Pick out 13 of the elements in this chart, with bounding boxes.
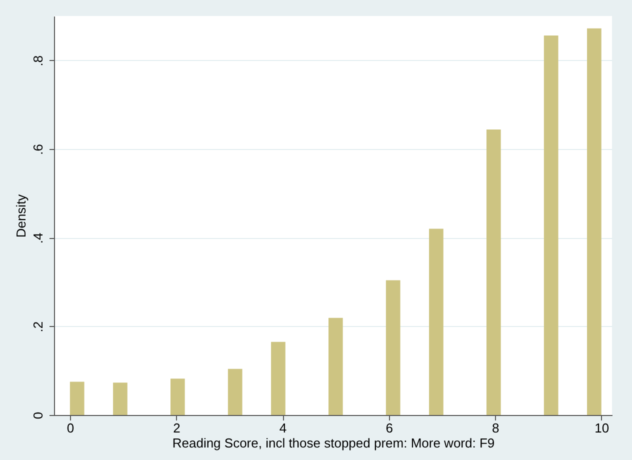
x-tick-label: 10 [594, 420, 610, 436]
y-tick-label: .4 [30, 232, 46, 244]
y-axis-title: Density [14, 194, 28, 238]
y-tick-label: .6 [30, 144, 46, 155]
x-axis-title: Reading Score, incl those stopped prem: More word: F9 [172, 436, 495, 450]
y-tick-label: 0 [30, 412, 46, 420]
y-tick-label: .8 [30, 55, 46, 66]
x-tick-label: 6 [386, 420, 393, 436]
x-tick-label: 4 [279, 420, 287, 436]
y-tick-label: .2 [30, 321, 46, 332]
x-tick-label: 8 [492, 420, 500, 436]
x-tick-label: 0 [66, 420, 74, 436]
x-tick-label: 2 [173, 420, 180, 436]
